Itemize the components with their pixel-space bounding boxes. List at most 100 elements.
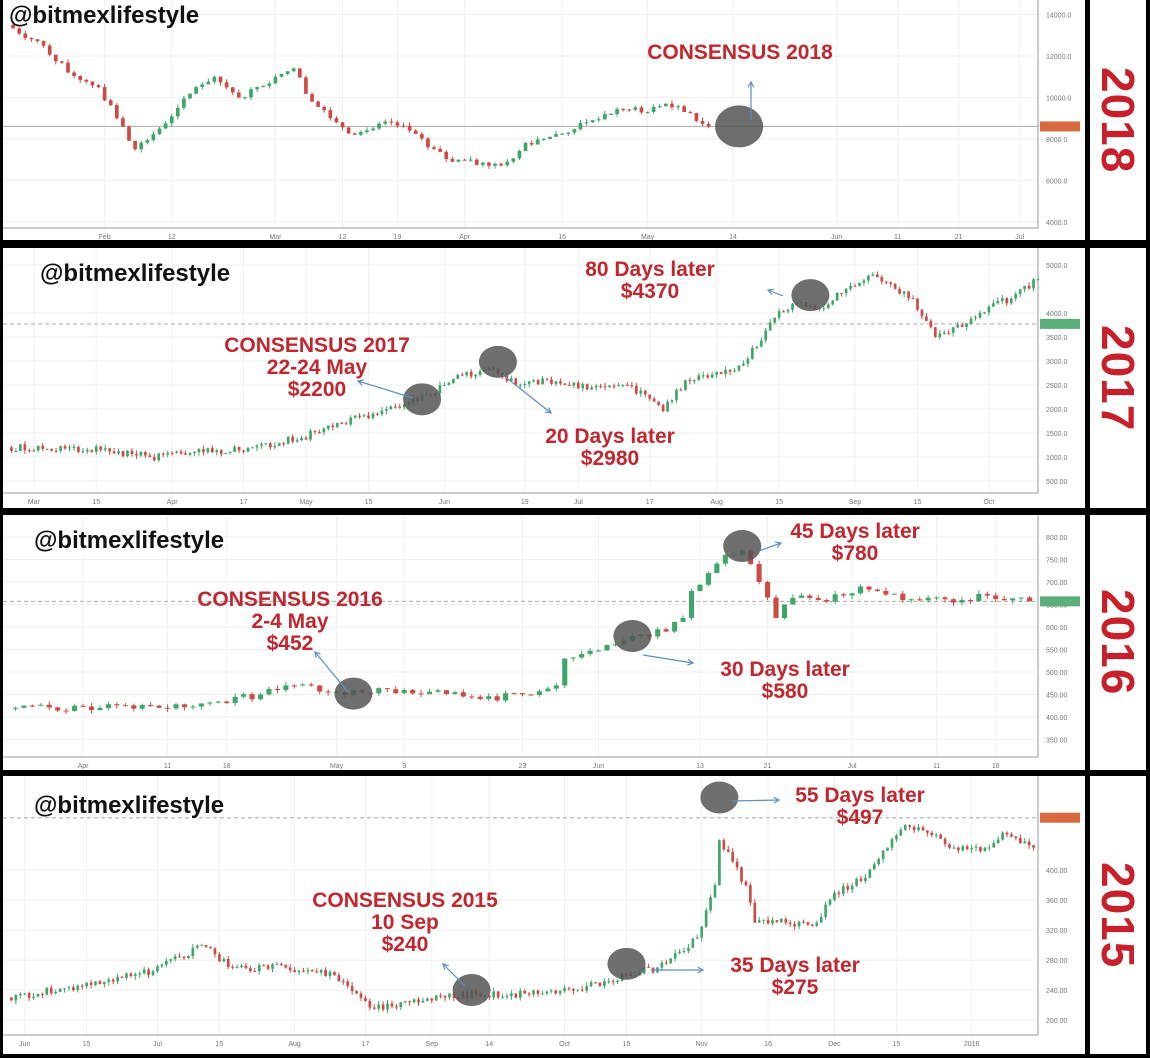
candle-body <box>295 440 299 442</box>
candle-body <box>666 401 669 412</box>
candle-body <box>148 704 154 706</box>
candle-body <box>849 593 855 596</box>
candle-body <box>784 918 788 923</box>
candle-body <box>652 398 656 402</box>
candle-body <box>798 595 804 598</box>
watermark: @bitmexlifestyle <box>34 527 225 554</box>
candle-body <box>773 597 779 619</box>
candle-body <box>386 1003 389 1010</box>
candle-body <box>264 443 268 445</box>
candle-body <box>759 340 763 347</box>
candle-body <box>402 404 406 408</box>
candle-body <box>385 409 388 411</box>
candle-body <box>358 415 361 417</box>
x-tick-label: Sep <box>426 1041 439 1048</box>
annotation-line: 22-24 May <box>266 356 368 379</box>
candle-body <box>746 358 750 364</box>
candle-body <box>122 705 128 707</box>
candle-body <box>857 586 864 594</box>
candle-body <box>970 847 973 850</box>
arrow-head-icon <box>442 963 449 970</box>
candle-body <box>733 370 736 372</box>
candle-body <box>398 406 402 408</box>
candle-body <box>1018 837 1022 844</box>
candle-body <box>443 384 446 386</box>
candle-body <box>260 444 263 446</box>
candle-body <box>819 916 823 923</box>
candle-body <box>328 110 333 119</box>
candle-body <box>313 430 317 433</box>
candle-body <box>883 591 889 595</box>
candle-body <box>947 332 951 334</box>
year-label: 2016 <box>1092 589 1144 696</box>
candle-body <box>188 452 192 455</box>
candle-body <box>241 694 247 697</box>
candle-body <box>184 453 187 455</box>
candle-body <box>133 140 137 150</box>
candle-body <box>23 993 27 995</box>
x-tick-label: Aug <box>710 499 723 506</box>
candle-body <box>518 990 522 998</box>
candle-body <box>59 446 62 451</box>
candle-body <box>612 644 619 646</box>
candle-body <box>664 962 668 964</box>
candle-body <box>224 453 228 455</box>
candle-body <box>474 374 477 377</box>
candle-body <box>232 696 238 704</box>
candle-body <box>826 304 830 309</box>
candle-body <box>255 87 259 90</box>
candle-body <box>576 382 580 389</box>
candle-body <box>679 389 683 391</box>
year-label: 2018 <box>1092 66 1144 174</box>
annotation-30-days: 30 Days later $580 <box>720 659 850 703</box>
x-tick-label: 23 <box>519 763 527 770</box>
candle-body <box>139 704 145 709</box>
candle-body <box>536 380 540 385</box>
candle-body <box>371 128 375 131</box>
candle-body <box>94 446 98 452</box>
candle-body <box>367 415 370 418</box>
candle-body <box>380 410 384 415</box>
candle-body <box>384 688 390 690</box>
candle-body <box>268 443 272 448</box>
candle-body <box>32 450 36 452</box>
candle-body <box>1023 285 1026 290</box>
candle-body <box>17 28 22 34</box>
candle-body <box>523 384 527 386</box>
candle-body <box>519 693 526 695</box>
candle-body <box>175 451 178 454</box>
candle-body <box>349 417 353 425</box>
candle-body <box>207 702 213 704</box>
candle-body <box>105 704 111 708</box>
annotation-line: CONSENSUS 2016 <box>197 588 383 611</box>
current-price-tag <box>1040 121 1080 132</box>
annotation-line: $452 <box>266 632 314 655</box>
candle-body <box>58 988 62 992</box>
candle-body <box>353 415 357 418</box>
y-tick-label: 550.00 <box>1046 647 1068 654</box>
candle-body <box>291 685 297 687</box>
candle-body <box>213 948 217 955</box>
annotation-line: 30 Days later <box>720 658 850 681</box>
candle-body <box>212 76 217 82</box>
candle-body <box>572 382 576 386</box>
x-tick-label: 9 <box>402 763 406 770</box>
candle-body <box>797 921 801 927</box>
candle-body <box>868 869 872 878</box>
candle-body <box>77 447 80 452</box>
candle-body <box>616 980 619 983</box>
candle-body <box>706 123 711 127</box>
candle-body <box>621 109 625 111</box>
candlestick-chart-2017: 500.00 1000.0 1500.0 2000.0 2500.0 3000.0 3500… <box>3 248 1080 506</box>
candle-body <box>96 85 101 88</box>
candle-body <box>226 959 230 967</box>
candle-body <box>151 971 155 976</box>
candle-body <box>249 89 253 98</box>
candle-body <box>334 118 339 123</box>
candle-body <box>550 379 553 384</box>
candle-body <box>36 445 40 451</box>
candle-body <box>182 957 186 959</box>
candle-body <box>634 385 638 394</box>
candle-body <box>173 956 177 960</box>
annotation-line: $2980 <box>580 447 640 470</box>
